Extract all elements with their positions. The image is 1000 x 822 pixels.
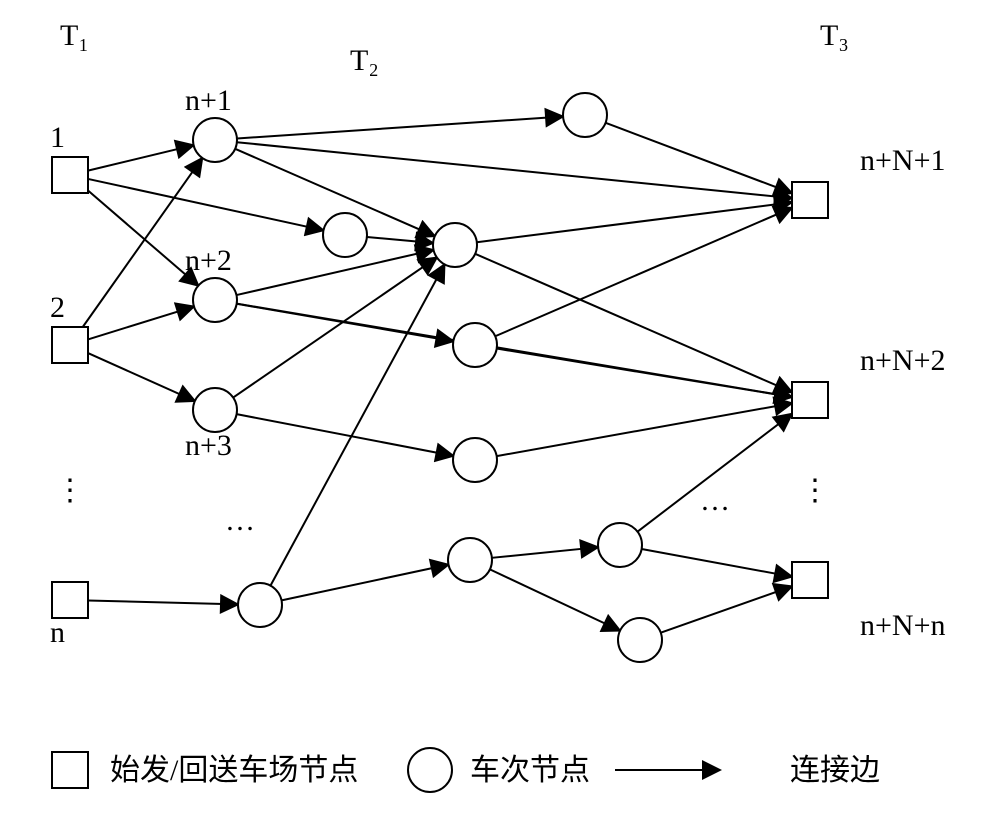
edges-group: [83, 116, 792, 632]
ellipsis: ⋮: [55, 474, 85, 507]
node-label: n+N+2: [860, 344, 946, 377]
edge: [88, 353, 195, 401]
trip-node: [433, 223, 477, 267]
edge: [477, 202, 792, 242]
trip-node: [238, 583, 282, 627]
edge: [282, 565, 449, 601]
column-label: T₃: [820, 19, 849, 52]
edge: [642, 549, 792, 577]
edge: [367, 237, 433, 243]
edge: [88, 179, 324, 230]
node-label: n+N+1: [860, 144, 946, 177]
column-label: T₁: [60, 19, 89, 52]
edge: [88, 145, 194, 170]
legend-arrow-label: 连接边: [790, 754, 880, 787]
node-label: 2: [50, 291, 65, 324]
depot-node: [792, 182, 828, 218]
node-label: n+3: [185, 429, 232, 462]
column-label: T₂: [350, 44, 379, 77]
trip-node: [448, 538, 492, 582]
trip-node: [598, 523, 642, 567]
depot-node: [52, 582, 88, 618]
edge: [88, 191, 198, 286]
depot-node: [52, 157, 88, 193]
legend-square-icon: [52, 752, 88, 788]
trip-node: [193, 118, 237, 162]
trip-node: [193, 388, 237, 432]
edge: [495, 208, 792, 336]
legend-circle-label: 车次节点: [470, 754, 590, 787]
edge: [88, 307, 194, 340]
edge: [236, 250, 433, 295]
edge: [83, 158, 203, 327]
ellipsis: …: [225, 504, 255, 537]
node-label: n+1: [185, 84, 232, 117]
node-label: 1: [50, 121, 65, 154]
edge: [233, 257, 437, 397]
ellipsis: …: [700, 484, 730, 517]
edge: [237, 116, 563, 138]
legend-square-label: 始发/回送车场节点: [110, 754, 358, 787]
depot-node: [792, 382, 828, 418]
edge: [492, 547, 598, 558]
trip-node: [618, 618, 662, 662]
edge: [490, 569, 620, 630]
trip-node: [193, 278, 237, 322]
trip-node: [563, 93, 607, 137]
node-label: n: [50, 616, 65, 649]
node-label: n+2: [185, 244, 232, 277]
legend-circle-icon: [408, 748, 452, 792]
depot-node: [792, 562, 828, 598]
node-label: n+N+n: [860, 609, 946, 642]
edge: [661, 586, 792, 632]
trip-node: [453, 323, 497, 367]
trip-node: [453, 438, 497, 482]
edge: [237, 142, 792, 198]
ellipsis: ⋮: [800, 474, 830, 507]
depot-node: [52, 327, 88, 363]
edge: [88, 600, 238, 604]
trip-node: [323, 213, 367, 257]
